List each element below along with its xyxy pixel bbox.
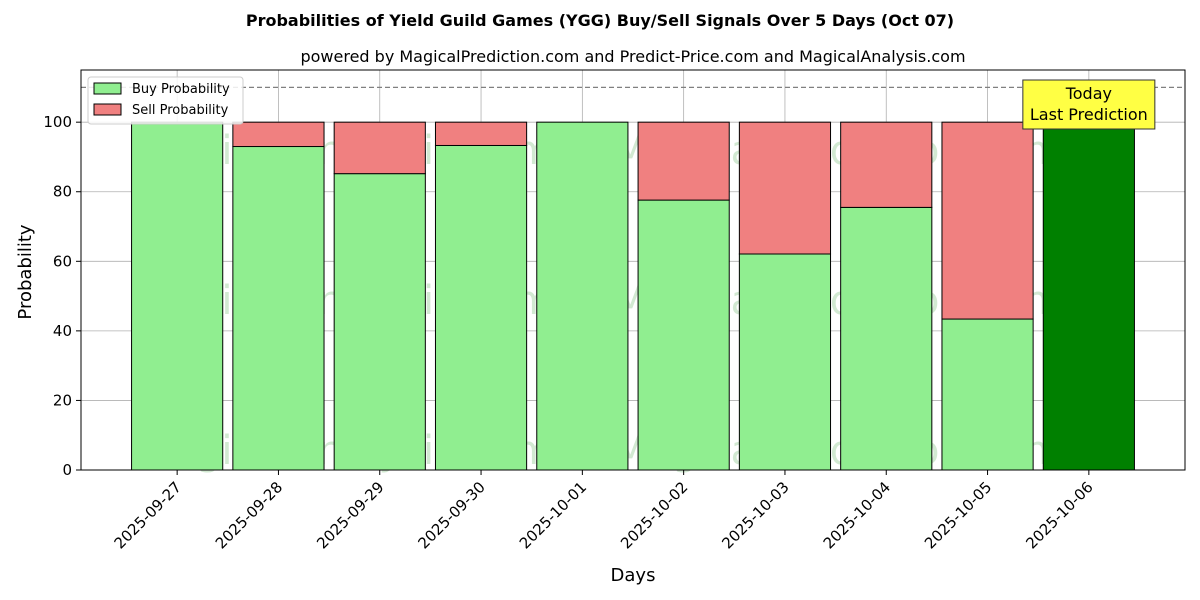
x-tick-label: 2025-10-05 — [921, 478, 995, 552]
y-tick-label: 20 — [53, 391, 72, 409]
x-axis-label: Days — [611, 565, 656, 586]
chart-subtitle: powered by MagicalPrediction.com and Pre… — [300, 47, 965, 66]
x-tick-label: 2025-10-04 — [820, 478, 894, 552]
bar-buy — [1042, 121, 1135, 471]
annotation-text: Today — [1065, 84, 1112, 103]
bar-sell — [637, 121, 730, 201]
bar-buy — [941, 318, 1034, 471]
bar-buy — [738, 253, 832, 471]
bar-buy — [840, 206, 933, 471]
chart-title: Probabilities of Yield Guild Games (YGG)… — [246, 11, 954, 30]
y-tick-label: 40 — [53, 322, 72, 340]
bar-buy — [434, 144, 528, 471]
legend-label: Sell Probability — [132, 103, 229, 118]
legend-box — [87, 76, 244, 125]
bar-layer — [131, 121, 1135, 471]
bar-buy — [131, 121, 224, 471]
bar-buy — [232, 146, 325, 471]
bar-sell — [232, 121, 325, 148]
bar-sell — [738, 121, 832, 255]
bar-sell — [333, 121, 426, 175]
legend-label: Buy Probability — [132, 82, 230, 97]
y-tick-label: 0 — [62, 461, 72, 479]
x-tick-label: 2025-10-02 — [617, 478, 691, 552]
legend-swatch — [93, 82, 122, 95]
legend-swatch — [93, 103, 122, 116]
today-annotation: Today Last Prediction — [1022, 79, 1156, 130]
bar-sell — [941, 121, 1034, 320]
x-tick-label: 2025-10-06 — [1022, 478, 1096, 552]
y-axis-label: Probability — [15, 224, 36, 319]
bar-sell — [840, 121, 933, 208]
bar-buy — [333, 173, 426, 471]
y-tick-label: 100 — [43, 113, 72, 131]
x-tick-label: 2025-09-27 — [111, 478, 185, 552]
x-tick-label: 2025-09-29 — [313, 478, 387, 552]
x-tick-label: 2025-10-01 — [516, 478, 590, 552]
plot-area-frame — [80, 69, 1186, 471]
bar-buy — [536, 121, 629, 471]
annotation-text: Last Prediction — [1030, 105, 1148, 124]
y-tick-label: 60 — [53, 252, 72, 270]
x-tick-label: 2025-09-28 — [212, 478, 286, 552]
bar-sell — [434, 121, 528, 146]
x-tick-label: 2025-10-03 — [718, 478, 792, 552]
legend: Buy Probability Sell Probability — [87, 76, 244, 125]
x-tick-label: 2025-09-30 — [414, 478, 488, 552]
y-tick-label: 80 — [53, 183, 72, 201]
annotation-box — [1022, 79, 1156, 130]
bar-buy — [637, 199, 730, 471]
